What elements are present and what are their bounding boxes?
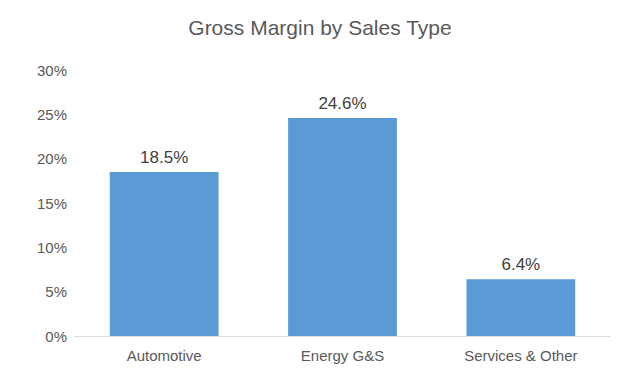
- svg-text:5%: 5%: [45, 283, 67, 300]
- svg-text:Services & Other: Services & Other: [464, 347, 577, 364]
- svg-text:15%: 15%: [37, 195, 67, 212]
- svg-text:0%: 0%: [45, 328, 67, 345]
- svg-text:Automotive: Automotive: [127, 347, 202, 364]
- svg-text:24.6%: 24.6%: [318, 94, 366, 113]
- svg-text:18.5%: 18.5%: [140, 148, 188, 167]
- svg-text:Energy G&S: Energy G&S: [301, 347, 384, 364]
- svg-text:6.4%: 6.4%: [501, 255, 540, 274]
- svg-text:Gross Margin by Sales Type: Gross Margin by Sales Type: [188, 16, 451, 39]
- svg-text:20%: 20%: [37, 150, 67, 167]
- svg-text:10%: 10%: [37, 239, 67, 256]
- svg-text:30%: 30%: [37, 62, 67, 79]
- svg-text:25%: 25%: [37, 106, 67, 123]
